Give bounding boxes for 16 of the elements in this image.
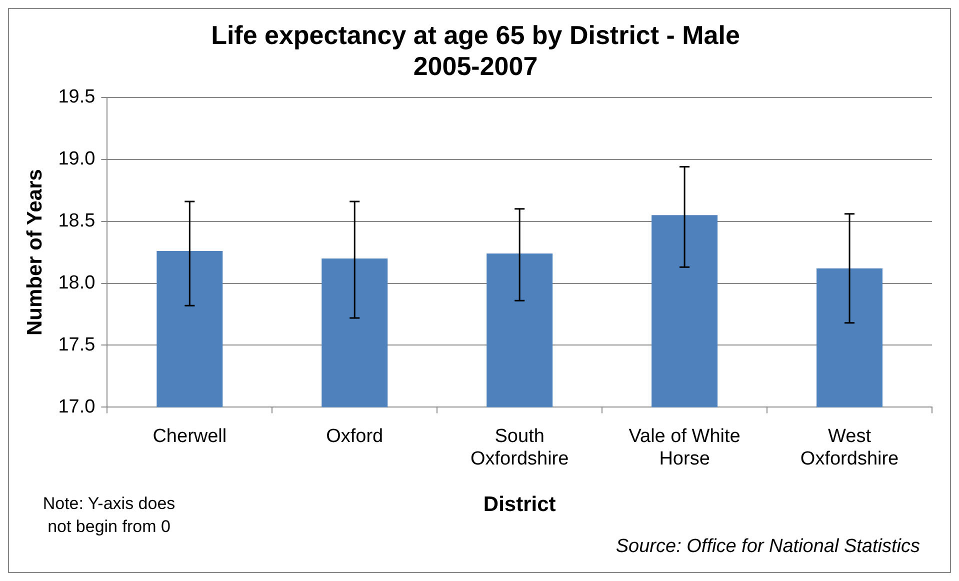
y-tick-label: 17.5 <box>58 334 96 356</box>
y-tick-label: 19.5 <box>58 86 96 108</box>
chart-title: Life expectancy at age 65 by District - Male 2005-2007 <box>211 20 740 81</box>
y-tick-label: 18.0 <box>58 272 96 294</box>
y-tick-label: 17.0 <box>58 396 96 418</box>
y-tick-label: 19.0 <box>58 148 96 170</box>
x-tick-label: Vale of White Horse <box>628 426 740 470</box>
text: Note: Y-axis does not begin from 0 <box>42 493 176 538</box>
x-tick-label: South Oxfordshire <box>470 426 569 470</box>
x-tick-label: Oxford <box>326 426 384 447</box>
x-axis-title: District <box>483 493 556 516</box>
y-axis-title: Number of Years <box>23 169 46 336</box>
x-tick-label: West Oxfordshire <box>800 426 899 470</box>
source-note: Source: Office for National Statistics <box>616 536 920 558</box>
y-tick-label: 18.5 <box>58 210 96 232</box>
x-tick-label: Cherwell <box>152 426 227 447</box>
